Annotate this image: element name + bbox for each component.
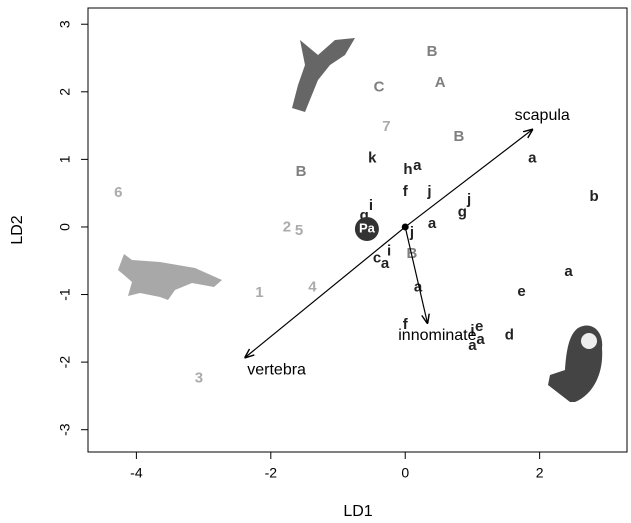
point-label: c: [373, 250, 381, 267]
point-label: 1: [255, 284, 263, 301]
point-label: C: [374, 79, 385, 96]
loading-arrow: [404, 130, 532, 228]
arrow-label: vertebra: [247, 362, 306, 379]
point-label: f: [403, 183, 409, 200]
x-tick-label: -2: [265, 465, 278, 481]
y-tick-label: 0: [57, 223, 73, 231]
point-label: 2: [283, 219, 291, 236]
point-label: a: [413, 157, 422, 174]
y-tick-label: -1: [57, 288, 73, 301]
highlight-point: [354, 216, 379, 241]
point-label: i: [387, 242, 391, 259]
point-label: B: [427, 43, 438, 60]
fox-silhouette: [118, 254, 222, 300]
point-label: B: [296, 163, 307, 180]
point-label: a: [528, 150, 537, 167]
x-axis-label: LD1: [343, 503, 372, 520]
point-label: a: [564, 263, 573, 280]
point-label: j: [409, 224, 414, 241]
point-label: a: [476, 331, 485, 348]
point-label: e: [517, 283, 525, 300]
point-label: a: [381, 255, 390, 272]
point-label: f: [403, 316, 409, 333]
point-label: k: [368, 150, 377, 167]
point-label: d: [505, 327, 514, 344]
point-label: g: [458, 204, 467, 221]
point-label: g: [360, 207, 369, 224]
y-tick-label: 3: [57, 20, 73, 28]
y-tick-label: -3: [57, 423, 73, 436]
point-label: a: [428, 215, 437, 232]
point-label: h: [403, 161, 412, 178]
point-label: B: [407, 245, 418, 262]
arrow-label: innominate: [398, 327, 476, 344]
point-label: b: [589, 188, 598, 205]
x-tick-label: 0: [401, 465, 409, 481]
point-label: 3: [195, 369, 203, 386]
arrow-label: scapula: [515, 107, 570, 124]
point-label: i: [369, 197, 373, 214]
point-label: B: [454, 128, 465, 145]
point-label: i: [470, 322, 474, 339]
point-label: a: [414, 279, 423, 296]
point-label: 4: [308, 279, 317, 296]
point-label: j: [426, 183, 431, 200]
x-tick-label: 2: [536, 465, 544, 481]
point-label: e: [475, 318, 483, 335]
point-label: 7: [382, 118, 390, 135]
plot-frame: [87, 7, 628, 453]
loading-arrow: [404, 226, 427, 323]
point-label: 5: [295, 222, 303, 239]
y-tick-label: 2: [57, 88, 73, 96]
highlight-label: Pa: [359, 220, 376, 235]
y-tick-label: 1: [57, 155, 73, 163]
point-label: j: [466, 191, 471, 208]
eagle-silhouette: [292, 38, 355, 112]
owl-face: [581, 333, 597, 349]
point-label: A: [435, 74, 446, 91]
point-label: 6: [114, 184, 122, 201]
point-label: a: [468, 337, 477, 354]
y-axis-label: LD2: [9, 215, 26, 244]
y-tick-label: -2: [57, 356, 73, 369]
x-tick-label: -4: [130, 465, 143, 481]
origin-point: [401, 223, 409, 231]
loading-arrow: [245, 226, 406, 357]
